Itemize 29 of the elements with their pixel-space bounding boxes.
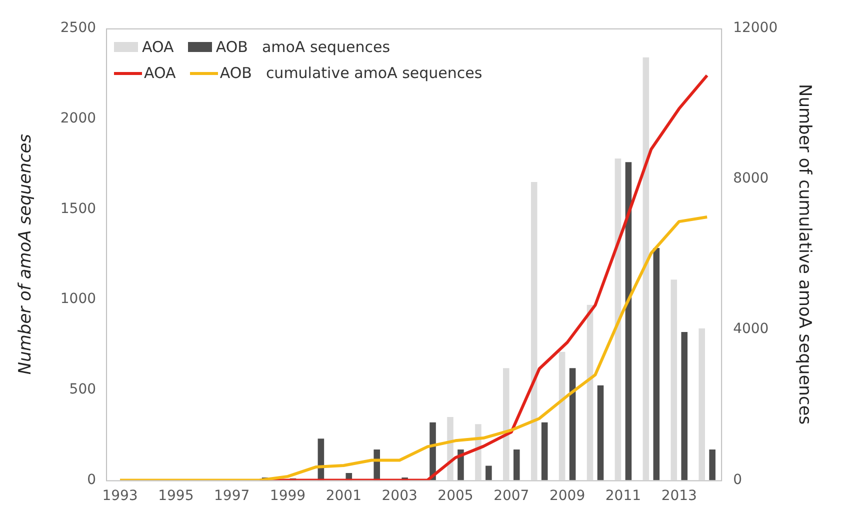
- x-tick-label: 2009: [549, 488, 586, 504]
- y-axis-title: Number of amoA sequences: [16, 134, 36, 375]
- y2-tick-label: 0: [733, 472, 742, 488]
- x-tick-label: 2005: [438, 488, 474, 504]
- legend-label: AOB: [220, 64, 252, 82]
- x-tick-label: 2007: [494, 488, 530, 504]
- y2-tick-label: 8000: [733, 170, 769, 187]
- annotation: cumulative amoA sequences: [266, 64, 482, 82]
- x-tick-label: 2011: [605, 488, 642, 504]
- y2-tick-label: 4000: [733, 321, 769, 338]
- legend-label: AOA: [144, 64, 176, 82]
- y-tick-label: 500: [69, 381, 96, 398]
- x-tick-label: 1999: [270, 488, 306, 504]
- y2-tick-label: 12000: [733, 20, 778, 36]
- x-tick-label: 2001: [326, 488, 362, 504]
- y-tick-label: 2000: [60, 110, 96, 126]
- x-tick-label: 1995: [158, 488, 194, 504]
- x-tick-label: 2003: [382, 488, 418, 504]
- y-tick-label: 1500: [60, 200, 96, 217]
- x-tick-label: 2013: [661, 488, 697, 504]
- x-tick-label: 1997: [214, 488, 250, 504]
- legend-label: AOB: [216, 38, 248, 56]
- y-tick-label: 0: [87, 472, 96, 488]
- legend-label: AOA: [142, 38, 174, 56]
- y-tick-label: 1000: [60, 291, 96, 308]
- x-tick-label: 1993: [102, 488, 138, 504]
- y2-axis-title: Number of cumulative amoA sequences: [794, 84, 814, 425]
- y-tick-label: 2500: [60, 20, 96, 36]
- annotation: amoA sequences: [262, 38, 390, 56]
